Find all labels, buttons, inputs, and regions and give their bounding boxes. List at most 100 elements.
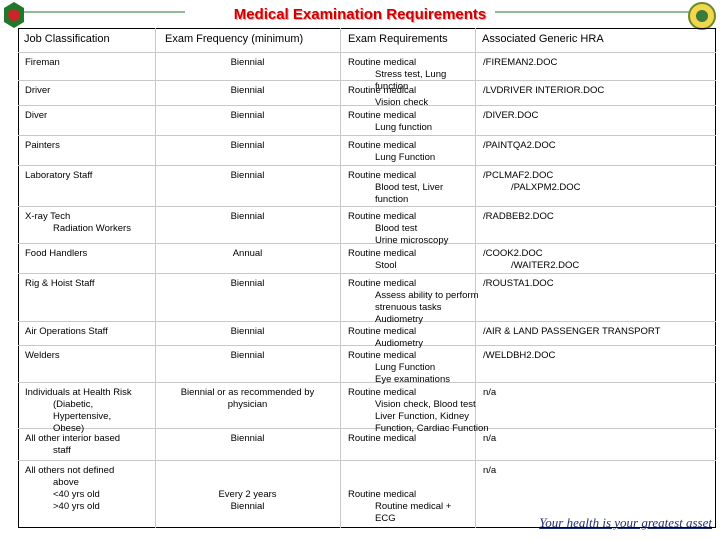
cell-text: Routine medical: [348, 350, 417, 361]
cell-text: Every 2 years: [218, 489, 277, 500]
cell-text: /WAITER2.DOC: [511, 260, 580, 271]
cell-text: Biennial: [230, 278, 265, 289]
cell-text: /PALXPM2.DOC: [511, 182, 581, 193]
cell-text: /RADBEB2.DOC: [483, 211, 554, 222]
cell-text: Stool: [375, 260, 397, 271]
cell-text: Liver Function, Kidney: [375, 411, 469, 422]
cell-text: Welders: [25, 350, 60, 361]
cell-text: Audiometry: [375, 338, 424, 349]
cell-text: /PCLMAF2.DOC: [483, 170, 554, 181]
cell-text: Biennial: [230, 433, 265, 444]
cell-text: Biennial: [230, 501, 265, 512]
cell-text: physician: [227, 399, 268, 410]
cell-text: function: [375, 81, 409, 92]
cell-text: /ROUSTA1.DOC: [483, 278, 554, 289]
slogan: Your health is your greatest asset: [539, 515, 712, 530]
cell-text: staff: [53, 445, 71, 456]
cell-text: Biennial: [230, 211, 265, 222]
row-rule: [18, 428, 716, 429]
cell-text: Food Handlers: [25, 248, 88, 259]
cell-text: Hypertensive,: [53, 411, 112, 422]
column-header: Job Classification: [24, 33, 110, 45]
column-rule: [340, 28, 341, 528]
column-header: Associated Generic HRA: [482, 33, 604, 45]
cell-text: X-ray Tech: [25, 211, 71, 222]
cell-text: Blood test: [375, 223, 418, 234]
title: Medical Examination Requirements: [233, 6, 487, 23]
cell-text: Audiometry: [375, 314, 424, 325]
cell-text: Routine medical: [348, 248, 417, 259]
row-rule: [18, 460, 716, 461]
cell-text: strenuous tasks: [375, 302, 442, 313]
cell-text: (Diabetic,: [53, 399, 94, 410]
cell-text: Routine medical +: [375, 501, 452, 512]
column-header: Exam Requirements: [348, 33, 448, 45]
row-rule: [18, 135, 716, 136]
cell-text: Laboratory Staff: [25, 170, 93, 181]
cell-text: Assess ability to perform: [375, 290, 479, 301]
cell-text: /AIR & LAND PASSENGER TRANSPORT: [483, 326, 661, 337]
row-rule: [18, 345, 716, 346]
row-rule: [18, 382, 716, 383]
cell-text: Vision check, Blood test: [375, 399, 476, 410]
cell-text: Biennial or as recommended by: [180, 387, 315, 398]
cell-text: All others not defined: [25, 465, 115, 476]
cell-text: /DIVER.DOC: [483, 110, 539, 121]
column-rule: [155, 28, 156, 528]
cell-text: Routine medical: [348, 489, 417, 500]
cell-text: Routine medical: [348, 278, 417, 289]
cell-text: Routine medical: [348, 110, 417, 121]
cell-text: Routine medical: [348, 211, 417, 222]
cell-text: Rig & Hoist Staff: [25, 278, 95, 289]
cell-text: /LVDRIVER INTERIOR.DOC: [483, 85, 605, 96]
cell-text: Individuals at Health Risk: [25, 387, 132, 398]
column-rule: [475, 28, 476, 528]
cell-text: Routine medical: [348, 387, 417, 398]
cell-text: Urine microscopy: [375, 235, 449, 246]
cell-text: /COOK2.DOC: [483, 248, 543, 259]
cell-text: Diver: [25, 110, 48, 121]
cell-text: Eye examinations: [375, 374, 450, 385]
cell-text: <40 yrs old: [53, 489, 100, 500]
cell-text: Radiation Workers: [53, 223, 131, 234]
cell-text: Stress test, Lung: [375, 69, 447, 80]
cell-text: Routine medical: [348, 170, 417, 181]
cell-text: Lung function: [375, 122, 433, 133]
cell-text: n/a: [483, 387, 497, 398]
cell-text: Lung Function: [375, 152, 436, 163]
cell-text: Air Operations Staff: [25, 326, 108, 337]
left-logo: [4, 2, 24, 28]
cell-text: /PAINTQA2.DOC: [483, 140, 556, 151]
cell-text: Biennial: [230, 110, 265, 121]
cell-text: Biennial: [230, 350, 265, 361]
cell-text: Blood test, Liver: [375, 182, 444, 193]
cell-text: >40 yrs old: [53, 501, 100, 512]
row-rule: [18, 243, 716, 244]
table-frame: [18, 28, 716, 528]
cell-text: function: [375, 194, 409, 205]
cell-text: Routine medical: [348, 57, 417, 68]
cell-text: /WELDBH2.DOC: [483, 350, 556, 361]
cell-text: /FIREMAN2.DOC: [483, 57, 558, 68]
cell-text: Obese): [53, 423, 85, 434]
row-rule: [18, 105, 716, 106]
cell-text: Annual: [232, 248, 263, 259]
cell-text: Biennial: [230, 170, 265, 181]
cell-text: Biennial: [230, 326, 265, 337]
cell-text: Biennial: [230, 85, 265, 96]
cell-text: Biennial: [230, 140, 265, 151]
row-rule: [18, 206, 716, 207]
cell-text: Driver: [25, 85, 51, 96]
cell-text: Biennial: [230, 57, 265, 68]
cell-text: Vision check: [375, 97, 429, 108]
cell-text: Routine medical: [348, 85, 417, 96]
column-header: Exam Frequency (minimum): [165, 33, 304, 45]
cell-text: Routine medical: [348, 326, 417, 337]
cell-text: n/a: [483, 465, 497, 476]
right-logo: [688, 2, 716, 30]
row-rule: [18, 273, 716, 274]
cell-text: Routine medical: [348, 433, 417, 444]
row-rule: [18, 165, 716, 166]
